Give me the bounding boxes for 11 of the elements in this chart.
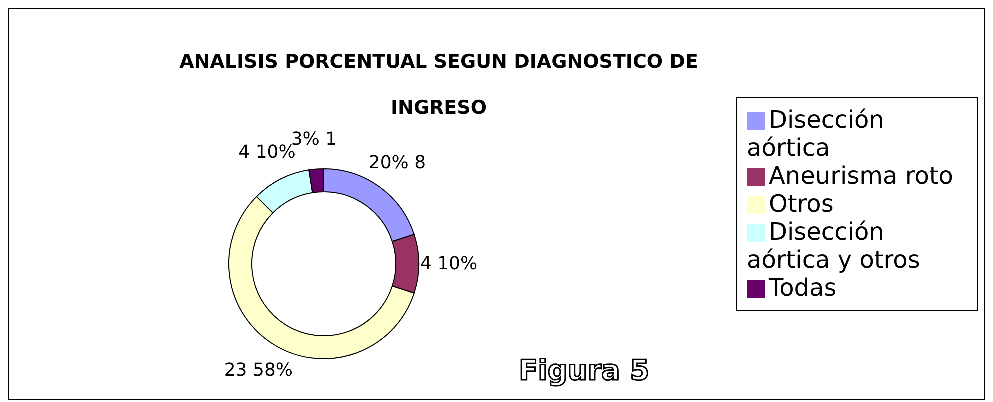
data-label: 4 10% [420, 254, 478, 274]
data-label: 23 58% [224, 360, 294, 382]
data-label: 20% 8 [368, 152, 426, 174]
text: Figura 5 [519, 354, 650, 387]
legend-label: Disección aórtica y otros [747, 218, 920, 274]
legend-label: Otros [769, 190, 834, 218]
legend-label: Todas [769, 274, 837, 302]
legend-label: Disección aórtica [747, 106, 884, 162]
legend-label: Aneurisma roto [769, 162, 954, 190]
data-label: 3% 1 [291, 128, 338, 150]
chart-title: ANALISIS PORCENTUAL SEGUN DIAGNOSTICO DE INGRESO [180, 51, 698, 119]
